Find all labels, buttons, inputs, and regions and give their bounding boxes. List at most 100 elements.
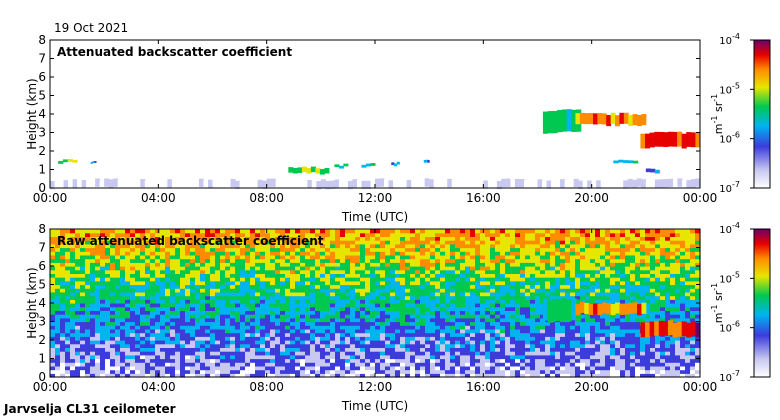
heatmap-cell <box>165 358 171 363</box>
heatmap-cell <box>95 277 101 282</box>
heatmap-cell <box>570 284 576 289</box>
heatmap-cell <box>300 288 306 293</box>
heatmap-cell <box>55 310 61 315</box>
heatmap-cell <box>105 236 111 241</box>
heatmap-cell <box>600 373 606 378</box>
heatmap-cell <box>90 262 96 267</box>
heatmap-cell <box>450 310 456 315</box>
heatmap-cell <box>335 303 341 308</box>
heatmap-cell <box>630 236 636 241</box>
heatmap-cell <box>600 321 606 326</box>
heatmap-cell <box>215 273 221 278</box>
heatmap-cell <box>630 325 636 330</box>
heatmap-cell <box>630 247 636 252</box>
heatmap-cell <box>520 351 526 356</box>
heatmap-cell <box>445 262 451 267</box>
heatmap-cell <box>100 325 106 330</box>
heatmap-cell <box>325 243 331 249</box>
heatmap-cell <box>100 354 106 360</box>
heatmap-cell <box>370 266 376 271</box>
heatmap-cell <box>365 280 371 286</box>
heatmap-cell <box>430 236 436 241</box>
heatmap-cell <box>365 358 371 363</box>
heatmap-cell <box>135 314 141 319</box>
heatmap-cell <box>70 310 76 315</box>
heatmap-cell <box>360 317 366 323</box>
heatmap-cell <box>305 340 311 345</box>
heatmap-cell <box>80 243 86 249</box>
heatmap-cell <box>335 358 341 363</box>
heatmap-cell <box>550 321 556 326</box>
heatmap-cell <box>135 362 141 367</box>
heatmap-cell <box>445 295 451 300</box>
heatmap-cell <box>110 310 116 315</box>
heatmap-cell <box>425 358 431 363</box>
heatmap-cell <box>620 247 626 252</box>
heatmap-cell <box>310 362 316 367</box>
heatmap-cell <box>120 332 126 337</box>
heatmap-cell <box>175 254 181 260</box>
heatmap-cell <box>215 258 221 263</box>
heatmap-cell <box>435 236 441 241</box>
heatmap-cell <box>375 358 381 363</box>
heatmap-cell <box>555 340 561 345</box>
heatmap-cell <box>455 365 461 371</box>
heatmap-cell <box>245 240 251 245</box>
heatmap-cell <box>295 306 301 311</box>
heatmap-cell <box>315 299 321 304</box>
heatmap-cell <box>350 299 356 304</box>
heatmap-cell <box>115 243 121 249</box>
heatmap-cell <box>375 254 381 260</box>
heatmap-cell <box>355 254 361 260</box>
heatmap-cell <box>240 317 246 323</box>
heatmap-cell <box>95 321 101 326</box>
heatmap-cell <box>440 325 446 330</box>
heatmap-cell <box>240 251 246 256</box>
heatmap-cell <box>195 232 201 237</box>
heatmap-cell <box>625 262 631 267</box>
heatmap-cell <box>110 291 116 297</box>
heatmap-cell <box>240 269 246 274</box>
heatmap-cell <box>100 243 106 249</box>
heatmap-cell <box>400 321 406 326</box>
heatmap-cell <box>130 251 136 256</box>
heatmap-cell <box>540 310 546 315</box>
heatmap-cell <box>80 321 86 326</box>
heatmap-cell <box>490 358 496 363</box>
heatmap-cell <box>160 310 166 315</box>
heatmap-cell <box>105 314 111 319</box>
heatmap-cell <box>490 362 496 367</box>
heatmap-cell <box>155 314 161 319</box>
heatmap-cell <box>70 247 76 252</box>
heatmap-cell <box>300 280 306 286</box>
heatmap-cell <box>635 299 641 304</box>
heatmap-cell <box>485 340 491 345</box>
heatmap-cell <box>320 240 326 245</box>
heatmap-cell <box>310 303 316 308</box>
cloud-layer-segment <box>370 163 376 166</box>
heatmap-cell <box>60 288 66 293</box>
heatmap-cell <box>555 266 561 271</box>
heatmap-cell <box>415 273 421 278</box>
heatmap-cell <box>525 258 531 263</box>
heatmap-cell <box>125 306 131 311</box>
heatmap-cell <box>420 358 426 363</box>
heatmap-cell <box>195 340 201 345</box>
heatmap-cell <box>445 347 451 352</box>
heatmap-cell <box>540 258 546 263</box>
heatmap-cell <box>55 340 61 345</box>
heatmap-cell <box>625 340 631 345</box>
cloud-layer-segment <box>131 179 137 189</box>
heatmap-cell <box>410 247 416 252</box>
heatmap-cell <box>90 354 96 360</box>
heatmap-cell <box>310 277 316 282</box>
heatmap-cell <box>590 332 596 337</box>
heatmap-cell <box>465 373 471 378</box>
heatmap-cell <box>410 332 416 337</box>
heatmap-cell <box>305 343 311 348</box>
heatmap-cell <box>405 328 411 334</box>
heatmap-cell <box>165 340 171 345</box>
heatmap-cell <box>135 343 141 348</box>
heatmap-cell <box>135 340 141 345</box>
heatmap-cell <box>615 373 621 378</box>
